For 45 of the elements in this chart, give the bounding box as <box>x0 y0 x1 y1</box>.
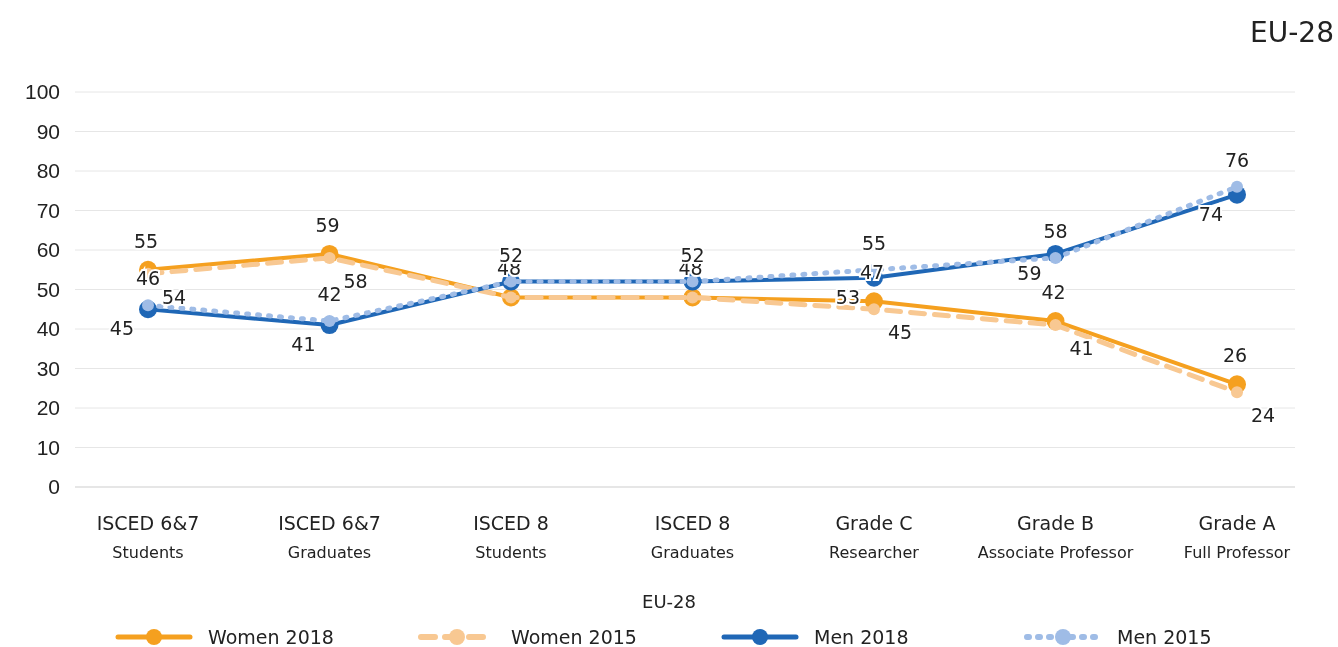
y-tick-label: 50 <box>36 277 60 301</box>
x-axis-title: EU-28 <box>642 591 696 612</box>
data-label: 24 <box>1251 404 1276 427</box>
data-label: 26 <box>1222 344 1248 367</box>
data-label: 42 <box>317 283 342 306</box>
x-tick-label: ISCED 6&7 Students <box>96 512 200 562</box>
data-label: 54 <box>162 285 187 308</box>
y-tick-label: 20 <box>36 396 60 420</box>
y-tick-label: 80 <box>36 159 60 183</box>
point <box>1231 386 1243 399</box>
x-tick-label: ISCED 6&7 Graduates <box>278 512 381 562</box>
legend-label: Women 2015 <box>511 626 637 647</box>
y-tick-label: 60 <box>36 238 60 262</box>
x-tick-label: ISCED 8 Students <box>473 512 549 562</box>
data-label: 74 <box>1198 202 1223 225</box>
y-tick-label: 90 <box>36 119 60 143</box>
data-label: 58 <box>343 269 368 292</box>
x-tick-label: Grade B Associate Professor <box>977 512 1134 562</box>
data-label: 76 <box>1224 148 1250 171</box>
data-label: 59 <box>1017 261 1042 284</box>
data-label: 45 <box>109 317 134 340</box>
y-tick-label: 30 <box>36 356 60 380</box>
y-tick-label: 70 <box>36 198 60 222</box>
chart-title: EU-28 <box>1250 16 1334 49</box>
data-label: 55 <box>861 231 887 254</box>
data-label: 59 <box>315 213 340 236</box>
x-tick-label: Grade C Researcher <box>829 512 920 562</box>
legend-label: Men 2015 <box>1117 626 1212 647</box>
data-label: 58 <box>1043 219 1068 242</box>
data-label: 41 <box>291 333 316 356</box>
y-tick-label: 100 <box>24 80 60 104</box>
x-tick-label: ISCED 8 Graduates <box>650 512 735 562</box>
legend-label: Women 2018 <box>208 626 334 647</box>
data-label: 46 <box>135 267 161 290</box>
point <box>1231 180 1243 193</box>
point <box>868 303 880 316</box>
y-tick-label: 10 <box>36 435 60 459</box>
legend-label: Men 2018 <box>814 626 909 647</box>
data-label: 45 <box>888 321 913 344</box>
x-tick-label: Grade A Full Professor <box>1183 512 1291 562</box>
y-tick-label: 40 <box>36 317 60 341</box>
data-label: 42 <box>1041 281 1066 304</box>
y-tick-label: 0 <box>48 475 60 499</box>
data-label: 55 <box>133 229 159 252</box>
data-label: 41 <box>1069 337 1094 360</box>
